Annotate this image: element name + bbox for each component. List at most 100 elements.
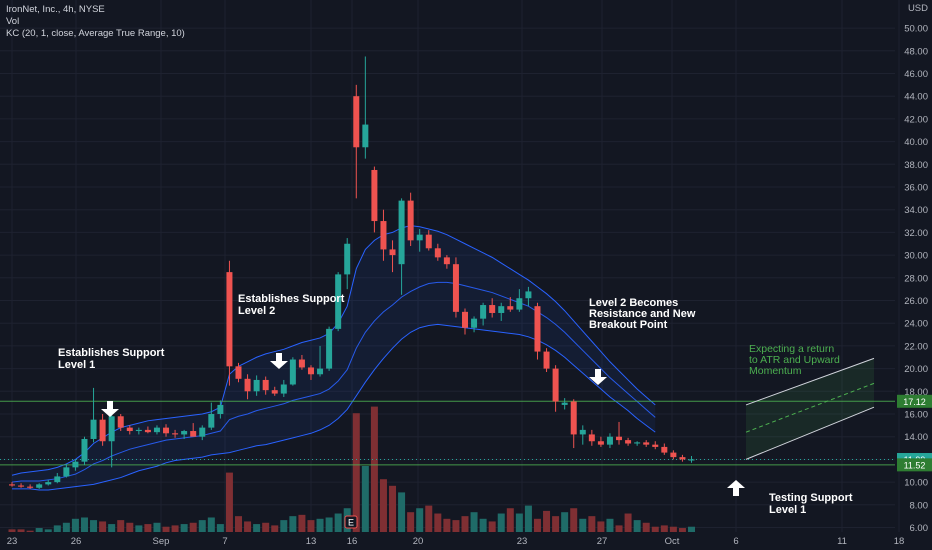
chart-grid (0, 0, 900, 532)
volume-bar (497, 513, 505, 532)
legend-symbol[interactable]: IronNet, Inc., 4h, NYSE (6, 4, 105, 15)
candle-body (570, 401, 577, 435)
volume-bar (171, 525, 179, 532)
candle-body (271, 390, 278, 394)
y-tick-label: 14.00 (904, 432, 928, 443)
candle-body (18, 485, 25, 487)
volume-bar (407, 512, 415, 532)
candle-body (135, 429, 142, 432)
candle-body (606, 436, 613, 445)
volume-bar (135, 525, 143, 532)
volume-bar (615, 525, 623, 532)
volume-bar (379, 479, 387, 532)
x-tick-label: 18 (894, 536, 905, 547)
candle-body (27, 486, 34, 488)
candle-body (434, 248, 441, 258)
candle-body (543, 351, 550, 369)
y-tick-label: 20.00 (904, 364, 928, 375)
candle-body (226, 272, 233, 367)
y-tick-label: 8.00 (910, 500, 929, 511)
candle-body (389, 249, 396, 256)
volume-bar (225, 472, 233, 532)
volume-bar (62, 522, 70, 532)
support-levels (0, 400, 895, 466)
annotation-line: Establishes Support (58, 347, 165, 359)
volume-bar (570, 508, 578, 532)
candle-body (63, 467, 70, 477)
candle-body (108, 416, 115, 442)
candle-body (45, 482, 52, 485)
arrow-up-icon (727, 480, 745, 496)
candle-body (280, 384, 287, 394)
arrow-down-icon (101, 401, 119, 417)
candle-body (480, 305, 487, 319)
level-badge (897, 458, 932, 472)
volume-bar (588, 516, 596, 532)
volume-bar (99, 521, 107, 532)
volume-bar (361, 466, 369, 532)
candle-body (425, 234, 432, 249)
kc-band-fill (12, 225, 656, 491)
volume-bar (35, 528, 43, 532)
level-badge (897, 394, 932, 408)
volume-bar (488, 521, 496, 532)
annotation-text: Establishes Support Level 2 (238, 293, 345, 317)
candle-body (190, 431, 197, 437)
volume-bar (298, 514, 306, 532)
volume-bar (271, 525, 279, 532)
volume-bar (207, 517, 215, 532)
x-tick-label: 26 (71, 536, 82, 547)
candle-body (416, 234, 423, 241)
candle-body (652, 444, 659, 447)
y-tick-label: 28.00 (904, 273, 928, 284)
candle-body (9, 484, 15, 486)
annotation-text: Level 2 Becomes Resistance and New Breakou… (589, 297, 696, 331)
x-tick-label: 7 (222, 536, 227, 547)
annotation-line: Level 2 Becomes (589, 297, 678, 309)
volume-bar (117, 520, 125, 532)
volume-bar (108, 524, 116, 532)
volume-bar (524, 505, 532, 532)
volume-bar (669, 526, 677, 532)
candle-body (398, 200, 405, 265)
level-badge-label: 11.52 (904, 460, 926, 470)
volume-bar (561, 512, 569, 532)
candle-body (507, 306, 514, 310)
candle-body (489, 305, 496, 313)
volume-bar (71, 518, 79, 532)
candle-body (588, 434, 595, 442)
volume-bar (280, 520, 288, 532)
time-axis[interactable]: 23 26 Sep 7 13 16 20 23 27 Oct 6 11 18 (7, 536, 905, 547)
candle-body (253, 379, 260, 392)
x-tick-label: 27 (597, 536, 608, 547)
annotation-line: to ATR and Upward (749, 354, 840, 366)
candle-body (235, 366, 242, 379)
volume-bar (144, 524, 152, 532)
y-tick-label: 40.00 (904, 137, 928, 148)
candle-body (362, 124, 369, 148)
y-tick-label: 48.00 (904, 46, 928, 57)
candle-body (335, 274, 342, 329)
volume-bar (443, 518, 451, 532)
volume-bar (8, 529, 16, 532)
candle-body (262, 379, 269, 391)
volume-bar (370, 406, 378, 532)
legend-volume[interactable]: Vol (6, 16, 20, 27)
annotation-line: Testing Support (769, 492, 853, 504)
legend-indicator[interactable]: KC (20, 1, close, Average True Range, 10… (6, 28, 185, 39)
candle-body (616, 436, 623, 441)
kc-line-middle (11, 281, 656, 483)
y-tick-label: 18.00 (904, 387, 928, 398)
volume-bar (416, 508, 424, 532)
projection-lower (745, 406, 875, 460)
candle-body (471, 318, 478, 328)
volume-bar (552, 516, 560, 532)
candle-body (72, 461, 79, 468)
annotation-line: Momentum (749, 365, 802, 377)
annotation-line: Resistance and New (589, 308, 696, 320)
volume-bar (470, 512, 478, 532)
volume-bar (162, 526, 170, 532)
volume-bar (253, 524, 261, 532)
